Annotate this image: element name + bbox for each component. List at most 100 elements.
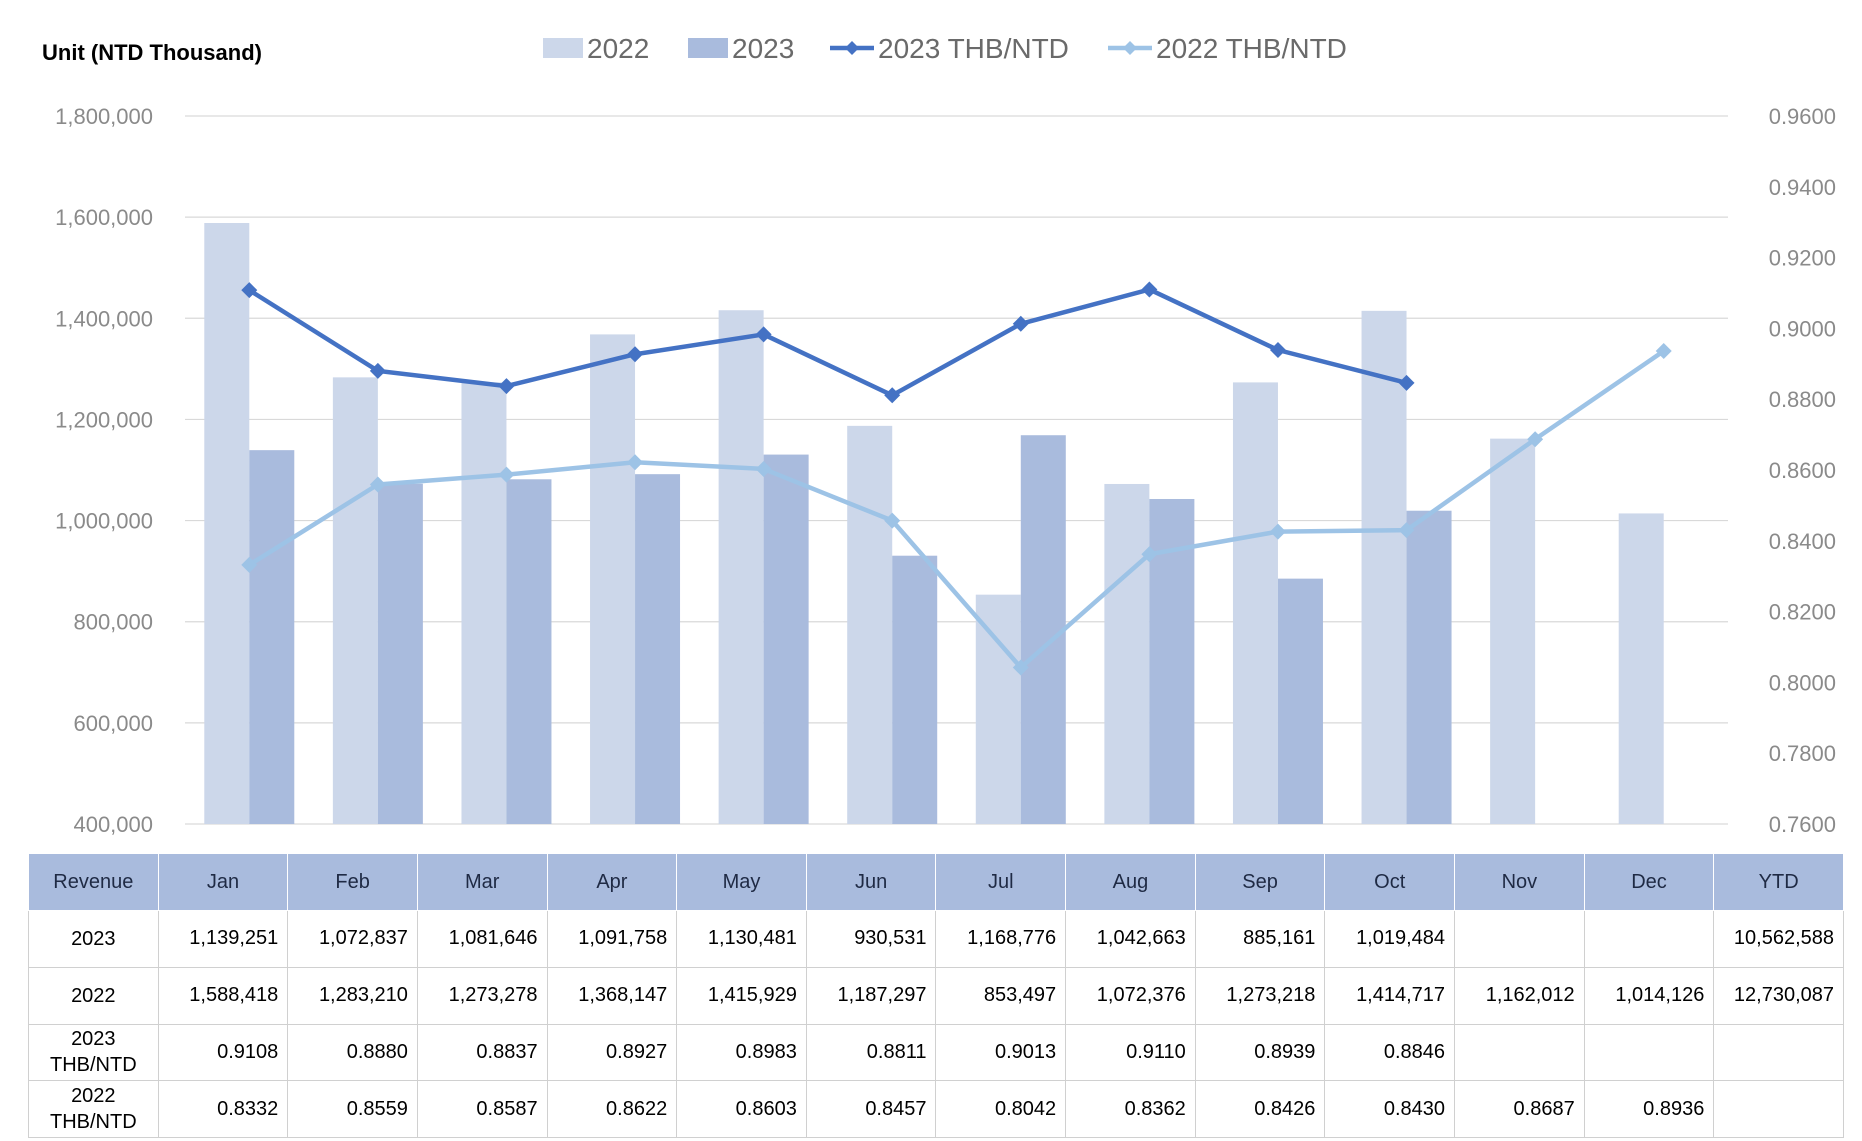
table-cell: 0.8936 (1583, 1080, 1715, 1138)
bar-series (204, 223, 1664, 824)
table-cell: 1,168,776 (935, 910, 1067, 968)
marker-point (1398, 374, 1415, 391)
marker-point (755, 460, 772, 477)
bar-2022-nov (1490, 438, 1536, 824)
bar-2023-feb (377, 483, 423, 824)
bar-2023-jan (249, 450, 295, 824)
y-left-tick-label: 1,000,000 (55, 509, 153, 534)
bar-2023-jun (892, 555, 938, 824)
y-left-tick-label: 800,000 (73, 610, 153, 635)
marker-point (884, 387, 901, 404)
table-cell: 0.8042 (935, 1080, 1067, 1138)
y-left-tick-label: 1,400,000 (55, 306, 153, 331)
legend: 2022 2023 2023 THB/NTD 2022 THB/NTD (543, 33, 1347, 64)
table-cell: 1,139,251 (157, 910, 289, 968)
line-2022-thb-ntd (248, 349, 1665, 670)
table-row: 2023 1,139,251 1,072,837 1,081,646 1,091,758… (28, 910, 1844, 968)
line-series (241, 281, 1672, 676)
table-cell: 1,273,278 (416, 966, 548, 1025)
row-label: 2022 (28, 966, 159, 1025)
marker-point (1655, 343, 1672, 360)
bar-2023-mar (506, 479, 552, 824)
bar-2022-apr (590, 334, 636, 824)
table-row: 2023 THB/NTD 0.9108 0.8880 0.8837 0.8927 0.898… (28, 1023, 1844, 1082)
marker-point (1269, 341, 1286, 358)
table-cell: 853,497 (935, 966, 1067, 1025)
table-cell (1713, 1023, 1844, 1082)
y-right-tick-label: 0.7600 (1769, 812, 1836, 837)
table-cell: 1,162,012 (1454, 966, 1585, 1025)
y-right-tick-label: 0.8000 (1769, 670, 1836, 695)
bar-2023-may (763, 454, 809, 824)
table-cell: 0.8983 (676, 1023, 807, 1082)
table-cell: 0.8880 (287, 1023, 418, 1082)
y-axis-left: 400,000 600,000 800,000 1,000,000 1,200,000 1… (55, 104, 153, 837)
bar-2022-aug (1104, 483, 1150, 824)
table-header-cell: Mar (416, 853, 548, 911)
y-right-tick-label: 0.9200 (1769, 246, 1836, 271)
table-header-cell: Jul (935, 853, 1067, 911)
table-cell: 1,019,484 (1324, 910, 1456, 968)
table-cell: 1,072,376 (1065, 966, 1196, 1025)
row-label: 2022 THB/NTD (28, 1080, 159, 1138)
bar-2022-jun (847, 425, 893, 824)
bar-2023-jul (1020, 435, 1066, 824)
bar-2022-jul (975, 594, 1021, 824)
marker-point (1398, 522, 1415, 539)
legend-label: 2023 (732, 33, 794, 64)
table-cell: 1,273,218 (1194, 966, 1326, 1025)
y-right-tick-label: 0.7800 (1769, 741, 1836, 766)
bar-2022-dec (1618, 513, 1664, 824)
marker-point (1012, 659, 1029, 676)
table-cell: 0.8332 (157, 1080, 289, 1138)
table-cell: 0.8587 (416, 1080, 548, 1138)
table-header-cell: Sep (1194, 853, 1326, 911)
table-header-cell: Revenue (28, 853, 159, 911)
table-cell: 0.8457 (805, 1080, 937, 1138)
marker-point (1141, 281, 1158, 298)
legend-swatch (688, 38, 728, 58)
legend-marker (1123, 41, 1137, 55)
legend-label: 2023 THB/NTD (878, 33, 1069, 64)
marker-point (369, 476, 386, 493)
table-cell: 0.8687 (1454, 1080, 1585, 1138)
table-header-cell: Apr (546, 853, 678, 911)
table-cell: 1,072,837 (287, 910, 418, 968)
y-right-tick-label: 0.8600 (1769, 458, 1836, 483)
marker-point (498, 466, 515, 483)
table-cell (1583, 1023, 1715, 1082)
bar-2023-oct (1406, 510, 1452, 824)
bar-2023-sep (1277, 578, 1323, 824)
table-header-cell: Oct (1324, 853, 1456, 911)
table-cell (1713, 1080, 1844, 1138)
table-cell: 0.8846 (1324, 1023, 1456, 1082)
y-right-tick-label: 0.8400 (1769, 529, 1836, 554)
y-left-tick-label: 400,000 (73, 812, 153, 837)
marker-point (627, 454, 644, 471)
table-cell (1583, 910, 1715, 968)
table-cell: 1,091,758 (546, 910, 678, 968)
table-cell: 0.8362 (1065, 1080, 1196, 1138)
combo-chart: Unit (NTD Thousand) 400,000 600,000 800,00… (42, 33, 1836, 837)
y-right-tick-label: 0.8800 (1769, 387, 1836, 412)
table-cell: 1,414,717 (1324, 966, 1456, 1025)
bar-2022-mar (461, 382, 507, 824)
table-cell: 12,730,087 (1713, 966, 1844, 1025)
table-cell: 0.8837 (416, 1023, 548, 1082)
table-cell: 1,283,210 (287, 966, 418, 1025)
marker-point (627, 346, 644, 363)
marker-point (1269, 523, 1286, 540)
table-cell: 1,415,929 (676, 966, 807, 1025)
bar-2022-sep (1232, 382, 1278, 824)
marker-point (241, 556, 258, 573)
y-left-tick-label: 600,000 (73, 711, 153, 736)
table-header-cell: YTD (1713, 853, 1844, 911)
table-header-cell: May (676, 853, 807, 911)
marker-point (1527, 431, 1544, 448)
marker-point (1141, 546, 1158, 563)
y-left-tick-label: 1,600,000 (55, 205, 153, 230)
table-cell: 10,562,588 (1713, 910, 1844, 968)
table-cell: 0.8939 (1194, 1023, 1326, 1082)
table-cell: 1,368,147 (546, 966, 678, 1025)
bar-2022-may (718, 310, 764, 824)
